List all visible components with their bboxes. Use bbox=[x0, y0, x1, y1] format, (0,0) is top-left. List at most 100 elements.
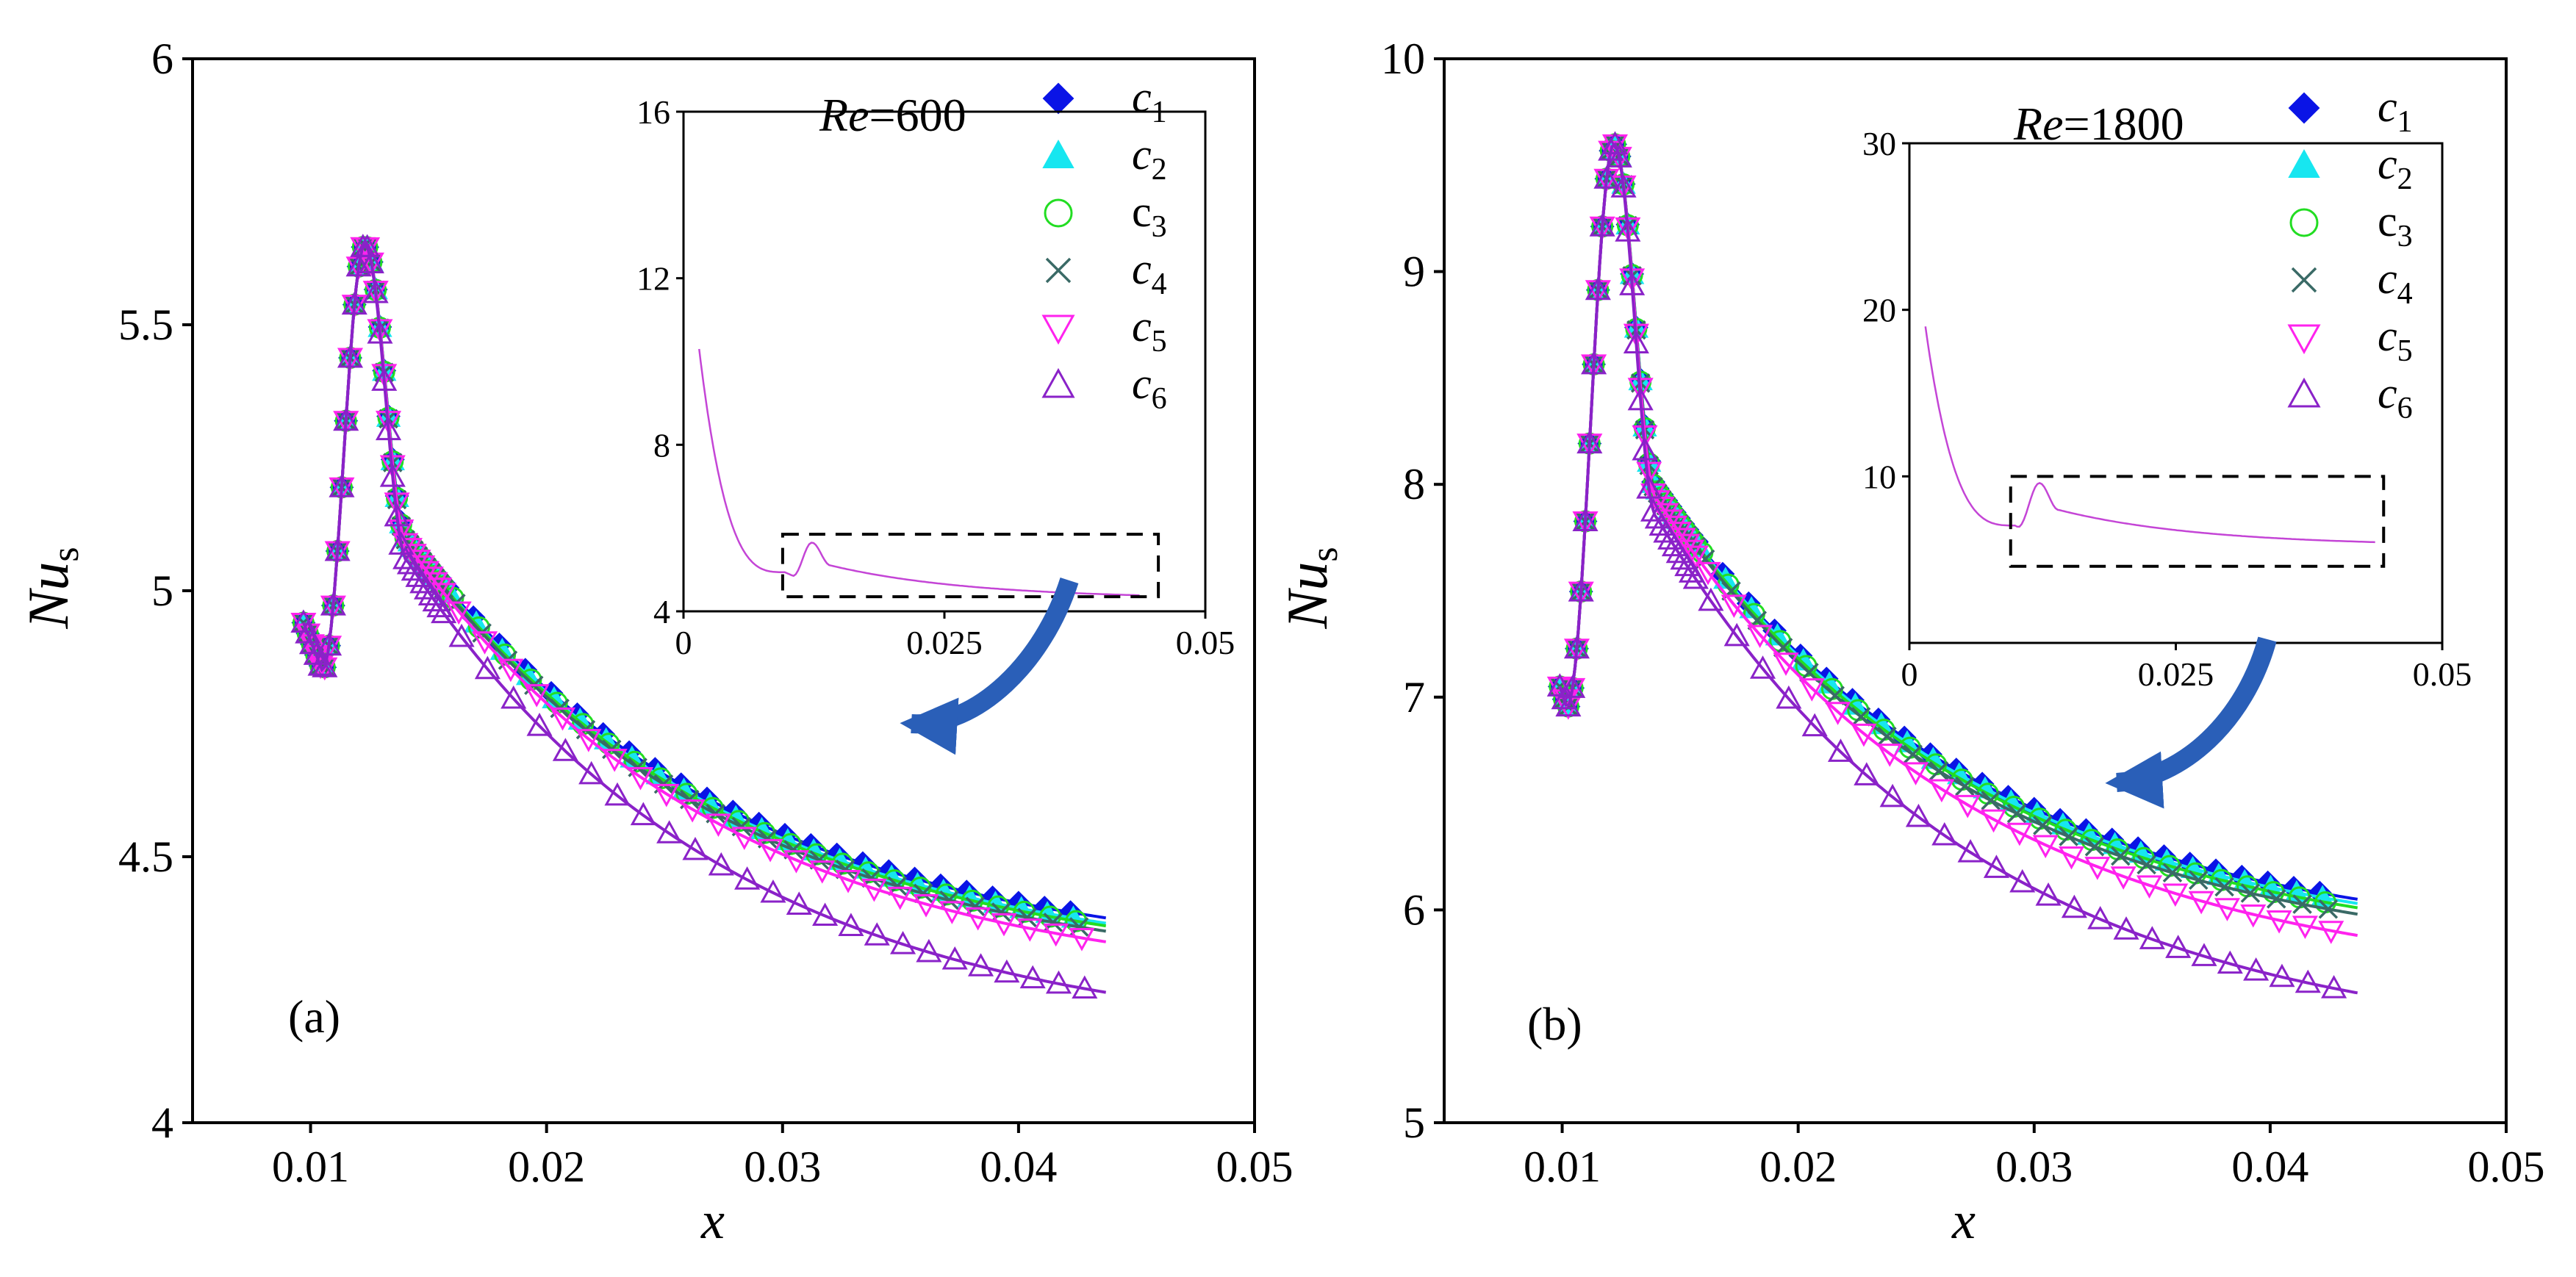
data-point-c5 bbox=[809, 860, 836, 884]
inset-y-tick-label: 16 bbox=[636, 93, 670, 131]
data-point-c6 bbox=[1619, 272, 1646, 295]
data-point-c6 bbox=[371, 367, 398, 391]
data-point-c6 bbox=[307, 652, 334, 676]
x-tick-label: 0.05 bbox=[1216, 1143, 1294, 1191]
data-point-c6 bbox=[1563, 635, 1590, 659]
zoom-box bbox=[2009, 475, 2386, 568]
data-point-c5 bbox=[1954, 794, 1981, 819]
data-point-c6 bbox=[2009, 868, 2036, 893]
series-c6 bbox=[1546, 131, 2358, 999]
data-point-c6 bbox=[1555, 693, 1582, 717]
inset-x-tick-label: 0 bbox=[1901, 655, 1918, 693]
data-point-c5 bbox=[1069, 928, 1095, 952]
data-point-c6 bbox=[2035, 882, 2062, 906]
data-point-c4 bbox=[2136, 855, 2156, 875]
legend-marker-c5 bbox=[2287, 324, 2321, 355]
data-point-c5 bbox=[2162, 883, 2189, 907]
data-point-c6 bbox=[1801, 713, 1828, 737]
legend-label-c5: c5 bbox=[2378, 312, 2413, 368]
data-point-c5 bbox=[1695, 561, 1721, 586]
data-point-c6 bbox=[474, 655, 501, 680]
data-point-c4 bbox=[2240, 883, 2261, 903]
legend-marker-c4 bbox=[2291, 267, 2317, 293]
data-point-c5 bbox=[653, 783, 680, 807]
data-point-c6 bbox=[526, 713, 553, 736]
y-tick-label: 8 bbox=[1403, 460, 1425, 508]
legend-item-c5: c5 bbox=[2287, 312, 2413, 368]
data-point-c5 bbox=[1798, 678, 1825, 702]
data-point-c4 bbox=[2006, 803, 2027, 824]
data-point-c5 bbox=[575, 729, 602, 752]
data-point-c6 bbox=[1627, 386, 1654, 411]
data-point-c6 bbox=[630, 802, 656, 826]
inset-plot-b bbox=[1924, 326, 2386, 568]
data-point-c4 bbox=[1903, 744, 1923, 764]
data-point-c6 bbox=[1776, 685, 1802, 709]
inset-y-tick-label: 10 bbox=[1862, 458, 1896, 495]
data-point-c6 bbox=[329, 474, 355, 497]
data-point-c6 bbox=[1072, 975, 1098, 999]
legend-item-c3: c3 bbox=[2289, 197, 2413, 253]
legend-marker-c3 bbox=[2289, 208, 2319, 237]
data-point-c5 bbox=[549, 707, 576, 731]
data-point-c6 bbox=[2217, 950, 2243, 974]
legend-label-c2: c2 bbox=[1132, 130, 1167, 187]
data-point-c6 bbox=[1636, 475, 1662, 499]
data-point-c5 bbox=[731, 827, 758, 850]
data-point-c4 bbox=[1877, 726, 1897, 747]
data-point-c6 bbox=[578, 760, 605, 785]
data-point-c5 bbox=[1825, 702, 1851, 725]
data-point-c6 bbox=[1615, 218, 1641, 242]
y-axis-label-a: Nus bbox=[16, 547, 87, 629]
data-point-c5 bbox=[965, 907, 991, 931]
data-point-c5 bbox=[1682, 545, 1709, 569]
data-point-c6 bbox=[1568, 578, 1594, 602]
data-point-c5 bbox=[445, 601, 472, 625]
data-point-c5 bbox=[2214, 898, 2240, 921]
data-point-c4 bbox=[1695, 549, 1715, 569]
data-point-c4 bbox=[1981, 791, 2001, 810]
data-point-c5 bbox=[2318, 921, 2344, 944]
data-point-c5 bbox=[939, 901, 965, 924]
zoom-arrow-a bbox=[900, 578, 1079, 755]
y-tick-label: 9 bbox=[1403, 248, 1425, 296]
data-point-c5 bbox=[679, 799, 706, 823]
data-point-c6 bbox=[552, 738, 578, 761]
y-tick-label: 7 bbox=[1403, 673, 1425, 722]
x-tick-label: 0.03 bbox=[744, 1143, 821, 1191]
data-point-c4 bbox=[2111, 846, 2131, 866]
data-point-c5 bbox=[388, 519, 415, 543]
data-point-c6 bbox=[760, 879, 786, 903]
inset-x-tick-label: 0.025 bbox=[2138, 655, 2214, 693]
ticks-b: 0.01 0.02 0.03 0.04 0.05 5 6 7 8 9 10 bbox=[1381, 35, 2545, 1191]
x-tick-label: 0.02 bbox=[508, 1143, 585, 1191]
panel-label-a: (a) bbox=[288, 990, 340, 1043]
data-point-c6 bbox=[1045, 970, 1072, 994]
legend-marker-c2 bbox=[2288, 148, 2320, 178]
axes-frame-b bbox=[1443, 57, 2508, 1124]
data-point-c6 bbox=[656, 820, 683, 843]
data-point-c6 bbox=[316, 632, 342, 656]
inset-frame-b bbox=[1908, 142, 2444, 644]
y-tick-label: 4.5 bbox=[118, 832, 173, 881]
data-point-c4 bbox=[2033, 816, 2053, 835]
data-point-c5 bbox=[1627, 378, 1654, 401]
data-point-c6 bbox=[941, 946, 968, 970]
y-tick-label: 10 bbox=[1381, 35, 1425, 83]
inset-curve bbox=[1924, 326, 2375, 544]
inset-x-tick-label: 0.05 bbox=[2413, 655, 2472, 693]
data-point-c6 bbox=[838, 913, 864, 936]
data-point-c6 bbox=[1827, 738, 1854, 762]
legend-item-c4: c4 bbox=[1045, 245, 1167, 301]
x-tick-label: 0.01 bbox=[1524, 1143, 1601, 1191]
data-point-c6 bbox=[2087, 906, 2114, 929]
series-c2 bbox=[291, 234, 1106, 928]
data-point-c6 bbox=[2243, 957, 2270, 981]
data-point-c4 bbox=[2162, 863, 2183, 883]
inset-b: 0 0.025 0.05 10 20 30 bbox=[1862, 125, 2472, 693]
series-c6 bbox=[290, 234, 1107, 999]
data-point-c6 bbox=[1610, 174, 1637, 198]
data-point-c5 bbox=[2110, 866, 2136, 890]
